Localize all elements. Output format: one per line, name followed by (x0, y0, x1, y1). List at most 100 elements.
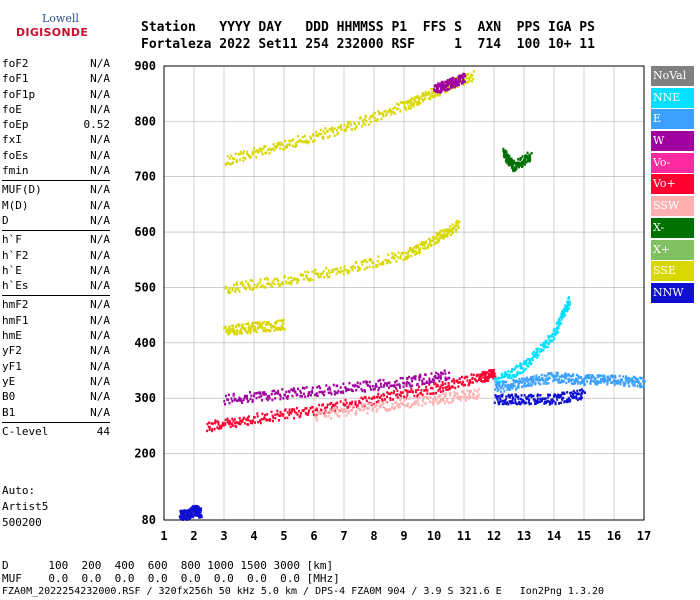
echo-point (589, 382, 592, 385)
echo-point (573, 381, 576, 384)
echo-point (543, 402, 546, 405)
echo-point (437, 372, 440, 376)
echo-point (438, 394, 441, 397)
echo-point (564, 304, 567, 307)
echo-point (363, 118, 366, 121)
echo-point (396, 107, 399, 111)
echo-point (303, 387, 306, 390)
echo-point (415, 246, 418, 249)
echo-point (452, 377, 455, 381)
echo-point (423, 244, 426, 247)
y-tick-label: 300 (134, 391, 156, 405)
param-value: 0.52 (83, 118, 111, 132)
echo-point (220, 426, 223, 429)
echo-point (624, 382, 627, 385)
echo-point (405, 257, 408, 261)
echo-point (200, 513, 203, 517)
echo-point (219, 425, 222, 428)
echo-point (275, 320, 278, 324)
echo-point (287, 276, 290, 280)
echo-point (443, 233, 446, 236)
echo-point (213, 427, 216, 431)
echo-point (469, 381, 472, 384)
echo-point (449, 87, 452, 91)
echo-point (397, 251, 400, 255)
echo-point (247, 327, 250, 331)
echo-point (500, 390, 503, 394)
echo-point (234, 397, 237, 401)
echo-point (405, 251, 408, 255)
echo-point (523, 384, 526, 388)
echo-point (450, 379, 453, 383)
echo-point (357, 385, 360, 389)
echo-point (299, 395, 302, 398)
echo-point (274, 325, 277, 329)
echo-point (566, 305, 569, 308)
echo-point (437, 374, 440, 377)
echo-point (306, 413, 309, 416)
echo-point (228, 157, 231, 160)
echo-point (301, 135, 304, 139)
echo-point (503, 380, 506, 384)
echo-point (544, 401, 547, 405)
echo-point (511, 160, 514, 164)
echo-point (364, 380, 367, 383)
echo-point (474, 379, 477, 382)
echo-point (225, 330, 228, 334)
echo-point (407, 99, 410, 103)
echo-point (566, 300, 569, 304)
echo-point (248, 391, 251, 394)
echo-point (529, 377, 532, 381)
echo-point (524, 362, 527, 366)
echo-point (305, 412, 308, 416)
echo-point (503, 390, 506, 393)
echo-point (549, 335, 552, 338)
echo-point (507, 154, 510, 158)
echo-point (255, 330, 258, 334)
echo-point (583, 391, 586, 394)
echo-point (258, 147, 261, 151)
echo-point (251, 279, 254, 282)
echo-point (278, 319, 281, 322)
echo-point (290, 279, 293, 283)
echo-point (347, 405, 350, 409)
echo-point (442, 389, 445, 393)
echo-point (451, 223, 454, 226)
echo-point (415, 252, 418, 255)
echo-point (366, 380, 369, 384)
echo-point (424, 94, 427, 97)
digisonde-logo: Lowell DIGISONDE (4, 8, 88, 42)
legend-item-vo-: Vo+ (651, 174, 694, 195)
echo-point (448, 371, 451, 375)
echo-point (227, 161, 230, 165)
echo-point (327, 136, 330, 139)
echo-point (525, 362, 528, 366)
legend-item-x-: X- (651, 217, 694, 238)
echo-point (331, 270, 334, 274)
param-separator (2, 230, 110, 232)
echo-point (399, 398, 402, 401)
echo-point (275, 145, 278, 148)
echo-point (492, 371, 495, 375)
echo-point (231, 330, 234, 333)
echo-point (527, 381, 530, 384)
echo-point (526, 158, 529, 162)
echo-point (485, 372, 488, 376)
param-label: foEs (2, 148, 29, 162)
echo-point (553, 393, 556, 396)
echo-point (627, 380, 630, 384)
echo-point (341, 269, 344, 273)
echo-point (509, 159, 512, 162)
echo-point (399, 376, 402, 380)
echo-point (272, 147, 275, 151)
echo-point (619, 382, 622, 385)
param-row: fxI N/A (2, 132, 110, 147)
echo-point (530, 380, 533, 383)
echo-point (603, 380, 606, 384)
echo-point (273, 148, 276, 152)
echo-point (464, 392, 467, 396)
parameter-panel: foF2 N/A foF1 N/A foF1p N/A foE N/A foEp 0.52 fxI N… (2, 56, 110, 439)
echo-point (370, 397, 373, 401)
echo-point (506, 386, 509, 389)
echo-point (386, 261, 389, 265)
